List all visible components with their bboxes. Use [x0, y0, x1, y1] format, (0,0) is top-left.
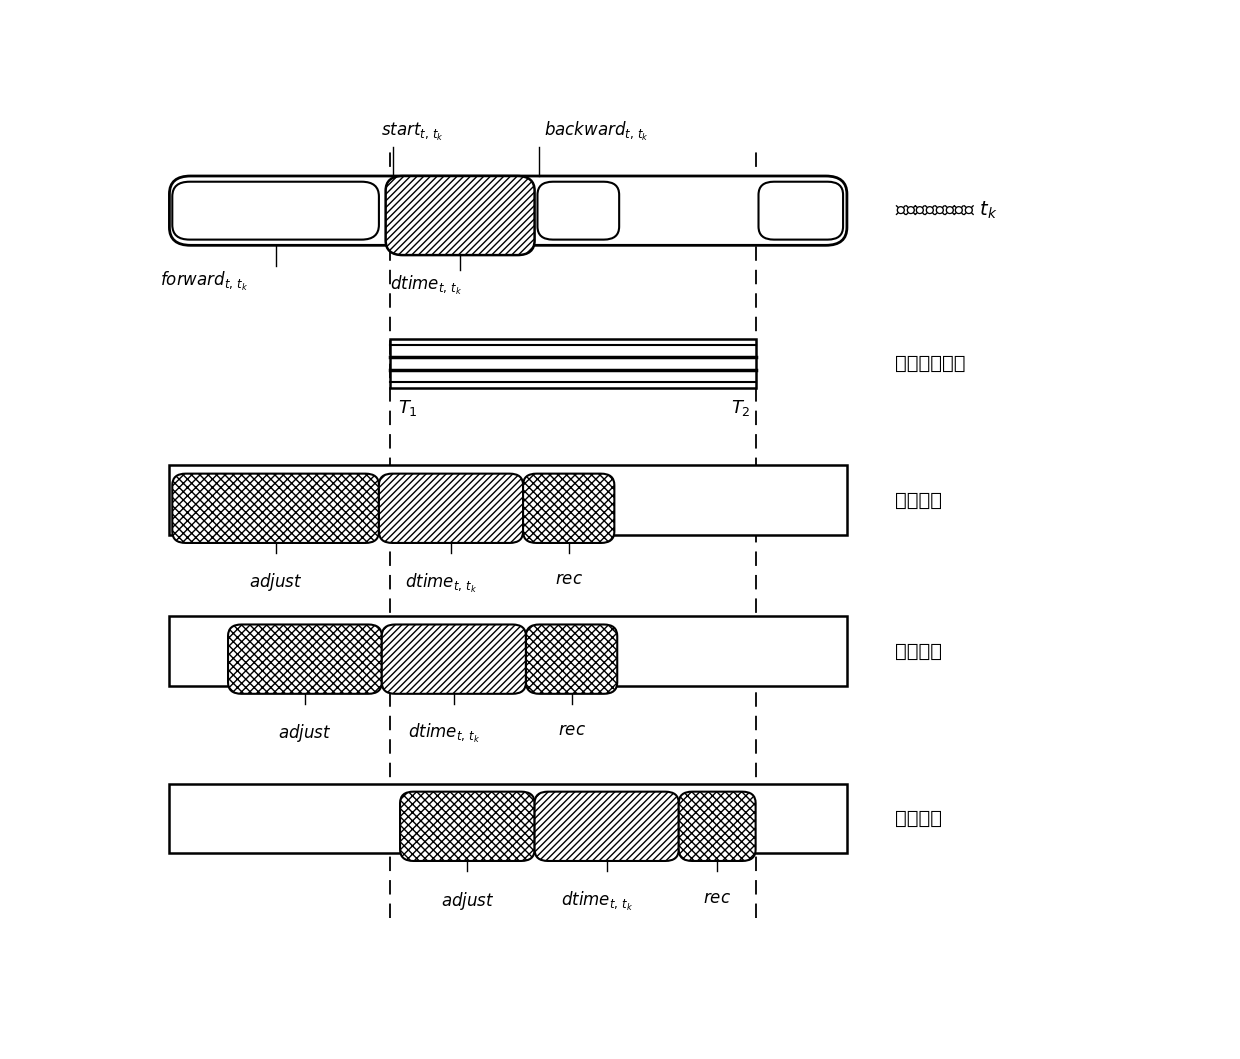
- FancyBboxPatch shape: [523, 473, 614, 543]
- Text: $T_2$: $T_2$: [732, 398, 751, 418]
- Text: $adjust$: $adjust$: [440, 890, 494, 912]
- Text: $dtime_{t,\,t_k}$: $dtime_{t,\,t_k}$: [405, 572, 477, 594]
- Text: $dtime_{t,\,t_k}$: $dtime_{t,\,t_k}$: [408, 722, 480, 746]
- Text: $dtime_{t,\,t_k}$: $dtime_{t,\,t_k}$: [560, 890, 634, 913]
- Text: $adjust$: $adjust$: [249, 572, 303, 593]
- Text: $start_{t,\,t_k}$: $start_{t,\,t_k}$: [381, 122, 444, 143]
- Text: $rec$: $rec$: [554, 572, 583, 589]
- Text: $T_1$: $T_1$: [398, 398, 418, 418]
- FancyBboxPatch shape: [537, 182, 619, 239]
- FancyBboxPatch shape: [401, 792, 534, 861]
- FancyBboxPatch shape: [379, 473, 523, 543]
- Bar: [170, 466, 847, 535]
- FancyBboxPatch shape: [172, 473, 379, 543]
- Text: 紧前策略: 紧前策略: [895, 490, 942, 509]
- Text: $dtime_{t,\,t_k}$: $dtime_{t,\,t_k}$: [391, 274, 463, 297]
- Text: $adjust$: $adjust$: [278, 722, 332, 744]
- FancyBboxPatch shape: [526, 625, 618, 694]
- Text: 备选服务时间窗口 $t_k$: 备选服务时间窗口 $t_k$: [895, 200, 998, 221]
- FancyBboxPatch shape: [382, 625, 526, 694]
- FancyBboxPatch shape: [759, 182, 843, 239]
- FancyBboxPatch shape: [170, 176, 847, 246]
- FancyBboxPatch shape: [228, 625, 382, 694]
- FancyBboxPatch shape: [678, 792, 755, 861]
- Text: $rec$: $rec$: [558, 722, 585, 739]
- Bar: [170, 784, 847, 852]
- Bar: [170, 616, 847, 685]
- FancyBboxPatch shape: [172, 182, 379, 239]
- Text: 随机策略: 随机策略: [895, 642, 942, 661]
- FancyBboxPatch shape: [534, 792, 678, 861]
- Text: 紧后策略: 紧后策略: [895, 809, 942, 828]
- FancyBboxPatch shape: [386, 176, 534, 255]
- Bar: [391, 339, 755, 388]
- Text: 可用时段资源: 可用时段资源: [895, 354, 966, 373]
- Text: $forward_{t,\,t_k}$: $forward_{t,\,t_k}$: [160, 270, 248, 293]
- Text: $backward_{t,\,t_k}$: $backward_{t,\,t_k}$: [544, 121, 649, 143]
- Text: $rec$: $rec$: [703, 890, 732, 907]
